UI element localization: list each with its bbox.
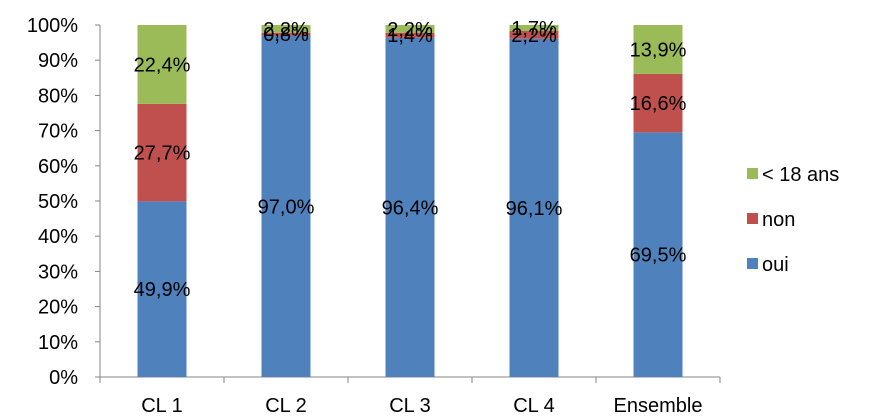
bar-segment-oui — [385, 37, 435, 378]
x-tick-label: Ensemble — [614, 395, 703, 417]
y-tick-label: 30% — [38, 261, 78, 283]
y-tick-label: 100% — [27, 15, 78, 37]
x-tick-label: CL 4 — [513, 395, 555, 417]
data-label: 96,1% — [506, 198, 563, 220]
data-label: 22,4% — [134, 54, 191, 76]
bar-segment-18-ans — [633, 25, 683, 74]
legend-swatch — [747, 213, 758, 224]
y-tick-label: 20% — [38, 297, 78, 319]
data-label: 16,6% — [630, 93, 687, 115]
data-label: 0,8% — [263, 24, 309, 46]
data-label: 2,2% — [511, 25, 557, 47]
x-tick-label: CL 1 — [141, 395, 183, 417]
bar-segment-oui — [261, 35, 311, 378]
data-label: 97,0% — [258, 196, 315, 218]
legend: < 18 ans non oui — [747, 164, 839, 276]
data-label: 49,9% — [134, 279, 191, 301]
y-tick-label: 0% — [49, 367, 78, 389]
bar-segment-non — [261, 32, 311, 36]
y-tick-label: 40% — [38, 226, 78, 248]
bar-segment-non — [509, 30, 559, 39]
y-tick-label: 60% — [38, 156, 78, 178]
data-label: 1,7% — [511, 18, 557, 40]
legend-swatch — [747, 168, 758, 179]
bar-segment-non — [633, 73, 683, 133]
data-label: 69,5% — [630, 245, 687, 267]
bar-segment-18-ans — [509, 25, 559, 31]
data-label: 13,9% — [630, 39, 687, 61]
legend-label: oui — [762, 254, 789, 276]
bar-segment-18-ans — [261, 25, 311, 33]
bar-segment-18-ans — [137, 25, 187, 104]
y-tick-label: 80% — [38, 85, 78, 107]
data-label: 96,4% — [382, 197, 439, 219]
y-tick-label: 10% — [38, 332, 78, 354]
bar-segment-non — [385, 32, 435, 38]
bar-segment-18-ans — [385, 25, 435, 33]
data-label: 2,2% — [387, 19, 433, 41]
bars — [137, 25, 683, 378]
bar-segment-non — [137, 103, 187, 202]
y-tick-label: 90% — [38, 50, 78, 72]
axes: 0% 10% 20% 30% 40% 50% 60% 70% 80% 90% 100% CL 1 CL … — [27, 15, 721, 417]
legend-swatch — [747, 258, 758, 269]
bar-segment-oui — [633, 132, 683, 377]
y-tick-label: 70% — [38, 121, 78, 143]
data-labels: 49,9%27,7%22,4%97,0%0,8%2,2%96,4%1,4%2,2… — [134, 18, 687, 301]
data-label: 27,7% — [134, 143, 191, 165]
x-tick-label: CL 3 — [389, 395, 431, 417]
data-label: 1,4% — [387, 25, 433, 47]
bar-segment-oui — [137, 201, 187, 377]
y-tick-label: 50% — [38, 191, 78, 213]
bar-segment-oui — [509, 38, 559, 378]
legend-label: non — [762, 209, 795, 231]
x-tick-label: CL 2 — [265, 395, 307, 417]
legend-label: < 18 ans — [762, 164, 839, 186]
data-label: 2,2% — [263, 19, 309, 41]
